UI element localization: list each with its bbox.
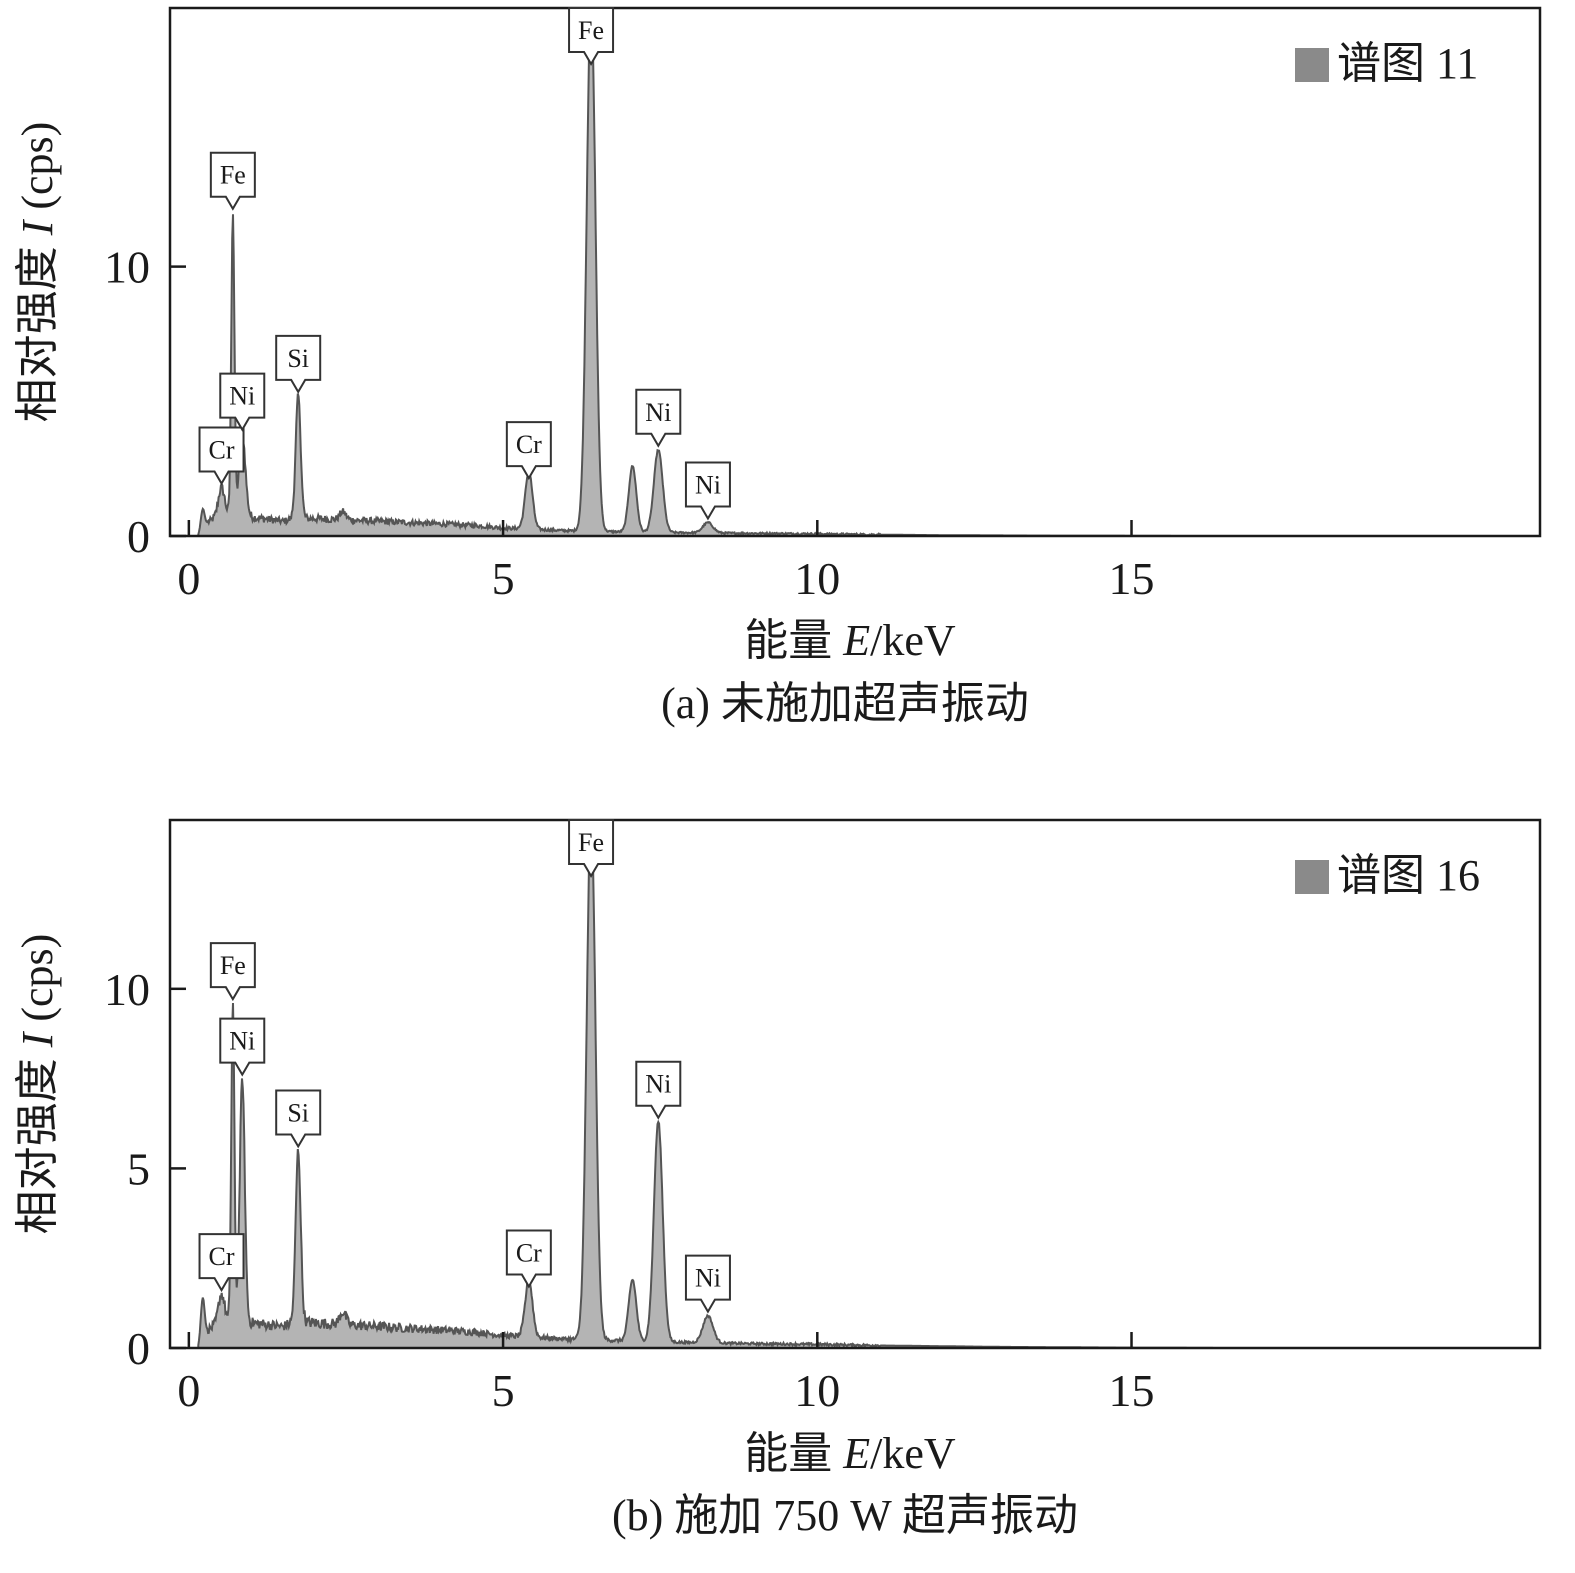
x-axis-label-unit: /keV bbox=[870, 1429, 956, 1478]
x-axis-label-var: E bbox=[842, 616, 870, 665]
peak-label-box bbox=[635, 1060, 682, 1120]
y-tick-label: 10 bbox=[104, 964, 150, 1015]
x-tick-label: 10 bbox=[794, 1365, 840, 1416]
x-tick-label: 10 bbox=[794, 553, 840, 604]
panel-caption: (a) 未施加超声振动 bbox=[661, 679, 1029, 728]
y-axis-label-unit: (cps) bbox=[13, 934, 62, 1033]
y-axis-label-unit: (cps) bbox=[13, 122, 62, 221]
legend-swatch bbox=[1295, 860, 1329, 894]
peak-label-text: Si bbox=[287, 344, 309, 373]
peak-label-box bbox=[209, 151, 256, 211]
peak-label-box bbox=[219, 1017, 266, 1077]
legend-swatch bbox=[1295, 48, 1329, 82]
y-tick-label: 0 bbox=[127, 511, 150, 562]
peak-label-box bbox=[219, 372, 266, 432]
x-tick-label: 0 bbox=[177, 553, 200, 604]
x-axis-label-text: 能量 bbox=[744, 1429, 843, 1478]
peak-label-fe: Fe bbox=[568, 819, 615, 878]
plot-frame bbox=[168, 6, 1542, 538]
x-axis-label-var: E bbox=[842, 1429, 870, 1478]
peak-label-text: Si bbox=[287, 1098, 309, 1127]
y-tick-label: 5 bbox=[127, 1143, 150, 1194]
peak-label-text: Cr bbox=[209, 1242, 235, 1271]
peak-label-cr: Cr bbox=[198, 426, 245, 486]
peak-label-text: Ni bbox=[695, 1264, 721, 1293]
peak-label-text: Fe bbox=[220, 951, 246, 980]
peak-label-text: Ni bbox=[229, 382, 255, 411]
x-tick-label: 5 bbox=[492, 1365, 515, 1416]
legend-label: 谱图 16 bbox=[1337, 851, 1480, 900]
peak-label-text: Fe bbox=[578, 16, 604, 45]
peak-label-cr: Cr bbox=[505, 421, 552, 481]
peak-label-si: Si bbox=[275, 334, 322, 394]
peak-label-box bbox=[568, 819, 615, 878]
peak-label-text: Ni bbox=[695, 471, 721, 500]
chart-panel-a: 0 5 10 15 0 10 能量 E/keV 相对强度 I (cps) (a) 未施加超声振动… bbox=[13, 6, 1542, 728]
peak-label-ni: Ni bbox=[219, 372, 266, 432]
peak-label-ni: Ni bbox=[635, 1060, 682, 1120]
peak-label-box bbox=[568, 7, 615, 66]
y-tick-label: 10 bbox=[104, 242, 150, 293]
peak-label-box bbox=[684, 1254, 731, 1314]
peak-label-box bbox=[505, 1229, 552, 1289]
peak-label-box bbox=[684, 461, 731, 521]
peak-label-ni: Ni bbox=[219, 1017, 266, 1077]
peak-label-ni: Ni bbox=[635, 388, 682, 448]
legend: 谱图 16 bbox=[1295, 851, 1480, 900]
peak-label-text: Cr bbox=[516, 1239, 542, 1268]
peak-label-text: Fe bbox=[220, 161, 246, 190]
peak-label-box bbox=[635, 388, 682, 448]
plot-frame bbox=[168, 818, 1542, 1350]
chart-panel-b: 0 5 10 15 0 5 10 能量 E/keV 相对强度 I (cps) (b) 施加 750… bbox=[13, 818, 1542, 1540]
peak-label-fe: Fe bbox=[209, 151, 256, 211]
y-axis-label: 相对强度 I (cps) bbox=[13, 122, 62, 423]
x-axis-label: 能量 E/keV bbox=[744, 1429, 956, 1478]
panel-caption: (b) 施加 750 W 超声振动 bbox=[612, 1491, 1078, 1540]
legend-label: 谱图 11 bbox=[1337, 39, 1478, 88]
y-axis-label-text: 相对强度 bbox=[13, 1047, 62, 1234]
peak-label-text: Ni bbox=[645, 1070, 671, 1099]
x-tick-label: 15 bbox=[1109, 553, 1155, 604]
y-axis-label-text: 相对强度 bbox=[13, 235, 62, 422]
peak-label-box bbox=[198, 1233, 245, 1293]
peak-label-text: Ni bbox=[645, 398, 671, 427]
x-axis-label-unit: /keV bbox=[870, 616, 956, 665]
peak-label-box bbox=[209, 942, 256, 1002]
peak-label-box bbox=[275, 334, 322, 394]
x-tick-label: 15 bbox=[1109, 1365, 1155, 1416]
peak-label-text: Ni bbox=[229, 1027, 255, 1056]
peak-label-ni: Ni bbox=[684, 461, 731, 521]
x-tick-label: 5 bbox=[492, 553, 515, 604]
y-tick-label: 0 bbox=[127, 1323, 150, 1374]
peak-label-box bbox=[275, 1089, 322, 1149]
y-axis-label-var: I bbox=[13, 1030, 62, 1048]
peak-label-text: Cr bbox=[209, 436, 235, 465]
peak-label-box bbox=[198, 426, 245, 486]
x-tick-label: 0 bbox=[177, 1365, 200, 1416]
x-axis-label: 能量 E/keV bbox=[744, 616, 956, 665]
peak-label-cr: Cr bbox=[198, 1233, 245, 1293]
peak-label-si: Si bbox=[275, 1089, 322, 1149]
y-axis-label-var: I bbox=[13, 218, 62, 236]
peak-label-text: Cr bbox=[516, 430, 542, 459]
legend: 谱图 11 bbox=[1295, 39, 1478, 88]
y-axis-label: 相对强度 I (cps) bbox=[13, 934, 62, 1235]
peak-label-fe: Fe bbox=[209, 942, 256, 1002]
peak-label-box bbox=[505, 421, 552, 481]
peak-label-ni: Ni bbox=[684, 1254, 731, 1314]
spectrum-area bbox=[197, 8, 1226, 536]
peak-label-text: Fe bbox=[578, 828, 604, 857]
x-axis-label-text: 能量 bbox=[744, 616, 843, 665]
peak-label-cr: Cr bbox=[505, 1229, 552, 1289]
peak-label-fe: Fe bbox=[568, 7, 615, 66]
